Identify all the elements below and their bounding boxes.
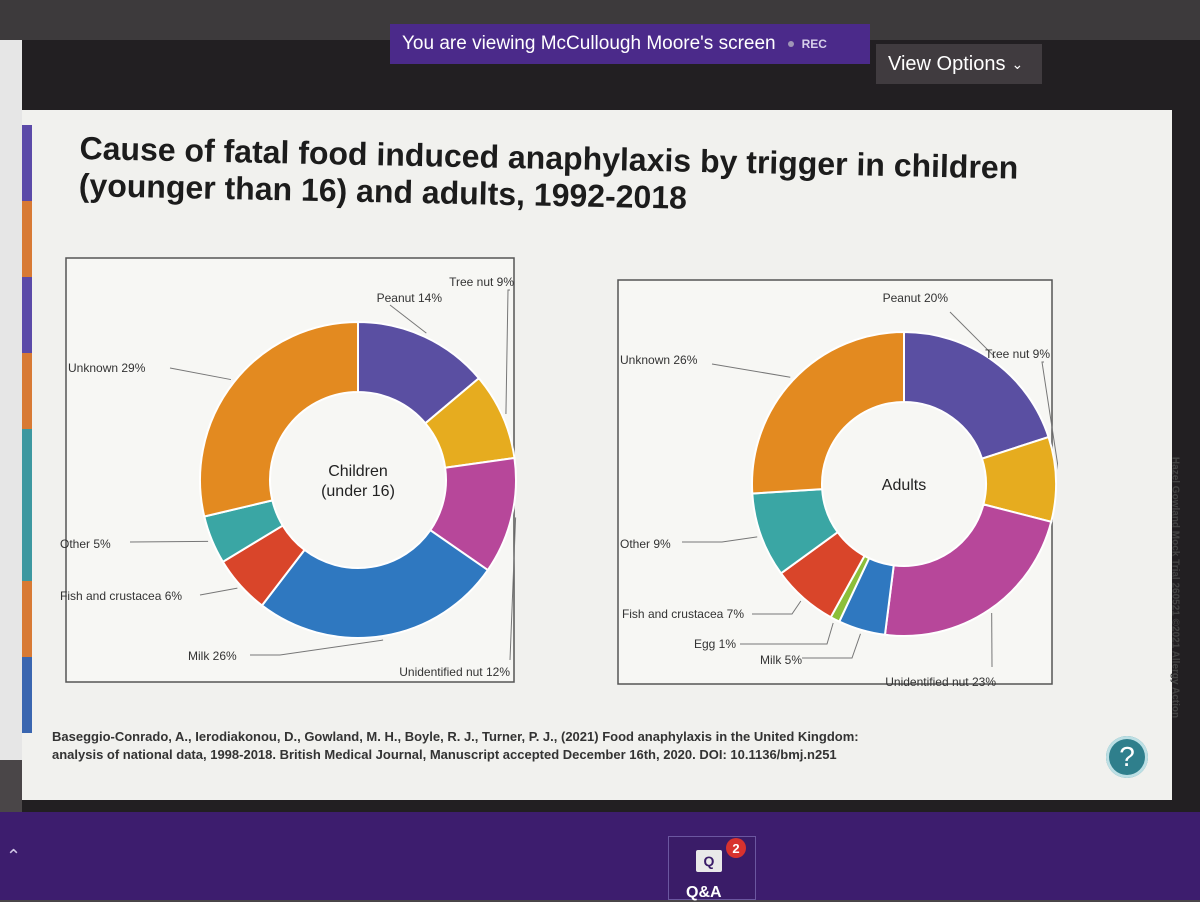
slice-label: Egg 1% xyxy=(694,637,736,651)
slice-label: Milk 26% xyxy=(188,649,237,663)
citation-line-1: Baseggio-Conrado, A., Ierodiakonou, D., … xyxy=(52,728,952,746)
qa-label: Q&A xyxy=(686,884,722,902)
slice-label: Other 9% xyxy=(620,537,671,551)
help-icon: ? xyxy=(1119,741,1135,773)
stripe-segment xyxy=(22,581,32,657)
stripe-segment xyxy=(22,657,32,733)
adults-donut-chart: Peanut 20% Tree nut 9% Unidentified nut 23… xyxy=(612,272,1058,692)
citation: Baseggio-Conrado, A., Ierodiakonou, D., … xyxy=(52,728,952,763)
center-label: Children xyxy=(328,463,388,480)
slice-label: Tree nut 9% xyxy=(449,275,514,289)
slice-label: Other 5% xyxy=(60,537,111,551)
slice-label: Unidentified nut 23% xyxy=(885,675,996,689)
leader-line xyxy=(130,541,208,542)
slice-label: Milk 5% xyxy=(760,653,802,667)
chevron-down-icon: ⌄ xyxy=(1011,56,1023,73)
screen-share-text: You are viewing McCullough Moore's scree… xyxy=(402,33,776,55)
side-credit: Hazel Gowland Mock Trial 260521 ©2021 Al… xyxy=(1170,453,1181,723)
stripe-segment xyxy=(22,505,32,581)
slice-label: Tree nut 9% xyxy=(985,347,1050,361)
stripe-segment xyxy=(22,201,32,277)
view-options-label: View Options xyxy=(888,53,1005,76)
center-label: Adults xyxy=(882,477,926,494)
screen-share-banner: You are viewing McCullough Moore's scree… xyxy=(390,24,870,64)
children-chart-svg: Peanut 14% Tree nut 9% Unidentified nut 12… xyxy=(60,250,520,690)
slice-label: Fish and crustacea 7% xyxy=(622,607,744,621)
view-options-button[interactable]: View Options ⌄ xyxy=(876,44,1042,84)
slice-label: Peanut 14% xyxy=(377,291,443,305)
meeting-toolbar xyxy=(0,812,1200,900)
recording-label: REC xyxy=(802,37,827,51)
qa-icon: Q xyxy=(696,850,722,872)
center-label: (under 16) xyxy=(321,483,395,500)
children-donut-chart: Peanut 14% Tree nut 9% Unidentified nut 12… xyxy=(60,250,520,690)
adults-chart-svg: Peanut 20% Tree nut 9% Unidentified nut 23… xyxy=(612,272,1058,692)
chevron-up-icon[interactable]: ⌃ xyxy=(6,846,21,867)
slice-label: Peanut 20% xyxy=(883,291,949,305)
help-button[interactable]: ? xyxy=(1106,736,1148,778)
slice-label: Fish and crustacea 6% xyxy=(60,589,182,603)
left-frame xyxy=(0,40,22,760)
recording-dot-icon xyxy=(788,41,794,47)
stripe-segment xyxy=(22,277,32,353)
stripe-segment xyxy=(22,429,32,505)
slice-label: Unknown 26% xyxy=(620,353,698,367)
stripe-segment xyxy=(22,353,32,429)
stripe-segment xyxy=(22,125,32,201)
slice-label: Unknown 29% xyxy=(68,361,146,375)
slide-color-stripe xyxy=(22,125,32,755)
citation-line-2: analysis of national data, 1998-2018. Br… xyxy=(52,746,952,764)
slice-label: Unidentified nut 12% xyxy=(399,665,510,679)
qa-notification-badge: 2 xyxy=(726,838,746,858)
